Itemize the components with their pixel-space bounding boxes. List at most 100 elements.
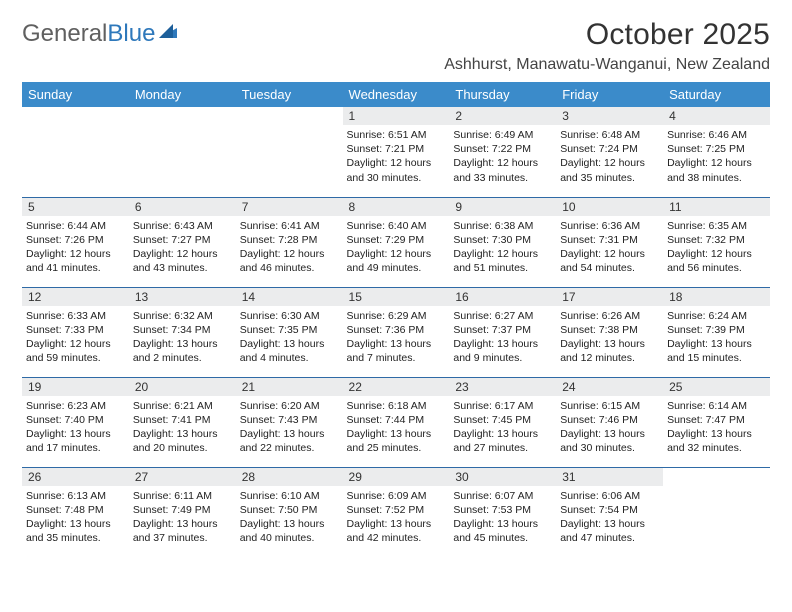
logo: GeneralBlue	[22, 20, 179, 48]
day-number: 8	[343, 198, 450, 216]
sunset-text: Sunset: 7:25 PM	[667, 142, 766, 156]
logo-text-blue: Blue	[107, 20, 155, 48]
sunrise-text: Sunrise: 6:51 AM	[347, 128, 446, 142]
sunrise-text: Sunrise: 6:17 AM	[453, 399, 552, 413]
day-number: 31	[556, 468, 663, 486]
calendar-week-row: 5 Sunrise: 6:44 AMSunset: 7:26 PM Daylight…	[22, 197, 770, 287]
day-number: 6	[129, 198, 236, 216]
calendar-day-cell: 21Sunrise: 6:20 AMSunset: 7:43 PMDayligh…	[236, 377, 343, 467]
day-number: 12	[22, 288, 129, 306]
sunrise-text: Sunrise: 6:43 AM	[133, 219, 232, 233]
calendar-day-cell: 13Sunrise: 6:32 AMSunset: 7:34 PMDayligh…	[129, 287, 236, 377]
daylight-text: Daylight: 13 hours and 9 minutes.	[453, 337, 552, 365]
calendar-week-row: 12Sunrise: 6:33 AMSunset: 7:33 PMDayligh…	[22, 287, 770, 377]
daylight-text: Daylight: 13 hours and 47 minutes.	[560, 517, 659, 545]
sunset-text: Sunset: 7:43 PM	[240, 413, 339, 427]
logo-text-general: General	[22, 20, 107, 48]
daylight-text: Daylight: 13 hours and 42 minutes.	[347, 517, 446, 545]
sunrise-text: Sunrise: 6:46 AM	[667, 128, 766, 142]
calendar-day-cell: 30Sunrise: 6:07 AMSunset: 7:53 PMDayligh…	[449, 467, 556, 557]
calendar-day-cell: 24Sunrise: 6:15 AMSunset: 7:46 PMDayligh…	[556, 377, 663, 467]
daylight-text: Daylight: 12 hours and 56 minutes.	[667, 247, 766, 275]
sunset-text: Sunset: 7:39 PM	[667, 323, 766, 337]
sunrise-text: Sunrise: 6:13 AM	[26, 489, 125, 503]
daylight-text: Daylight: 13 hours and 12 minutes.	[560, 337, 659, 365]
daylight-text: Daylight: 13 hours and 27 minutes.	[453, 427, 552, 455]
sunrise-text: Sunrise: 6:24 AM	[667, 309, 766, 323]
sunset-text: Sunset: 7:46 PM	[560, 413, 659, 427]
calendar-day-cell: 16Sunrise: 6:27 AMSunset: 7:37 PMDayligh…	[449, 287, 556, 377]
calendar-day-cell: 3Sunrise: 6:48 AMSunset: 7:24 PMDaylight…	[556, 107, 663, 197]
sunset-text: Sunset: 7:48 PM	[26, 503, 125, 517]
sunrise-text: Sunrise: 6:21 AM	[133, 399, 232, 413]
sunset-text: Sunset: 7:49 PM	[133, 503, 232, 517]
calendar-day-cell: 25Sunrise: 6:14 AMSunset: 7:47 PMDayligh…	[663, 377, 770, 467]
title-block: October 2025 Ashhurst, Manawatu-Wanganui…	[444, 18, 770, 74]
day-number: 26	[22, 468, 129, 486]
calendar-day-cell: 19Sunrise: 6:23 AMSunset: 7:40 PMDayligh…	[22, 377, 129, 467]
calendar-day-cell: 4Sunrise: 6:46 AMSunset: 7:25 PMDaylight…	[663, 107, 770, 197]
sunrise-text: Sunrise: 6:48 AM	[560, 128, 659, 142]
sunrise-text: Sunrise: 6:18 AM	[347, 399, 446, 413]
weekday-header: Friday	[556, 82, 663, 107]
sunset-text: Sunset: 7:32 PM	[667, 233, 766, 247]
daylight-text: Daylight: 12 hours and 54 minutes.	[560, 247, 659, 275]
sunset-text: Sunset: 7:22 PM	[453, 142, 552, 156]
daylight-text: Daylight: 13 hours and 4 minutes.	[240, 337, 339, 365]
sunset-text: Sunset: 7:37 PM	[453, 323, 552, 337]
calendar-table: Sunday Monday Tuesday Wednesday Thursday…	[22, 82, 770, 557]
calendar-day-cell	[129, 107, 236, 197]
sunrise-text: Sunrise: 6:20 AM	[240, 399, 339, 413]
weekday-header: Wednesday	[343, 82, 450, 107]
location-subtitle: Ashhurst, Manawatu-Wanganui, New Zealand	[444, 56, 770, 74]
day-number: 18	[663, 288, 770, 306]
day-number: 10	[556, 198, 663, 216]
logo-sail-icon	[157, 19, 179, 47]
calendar-day-cell: 31Sunrise: 6:06 AMSunset: 7:54 PMDayligh…	[556, 467, 663, 557]
sunrise-text: Sunrise: 6:32 AM	[133, 309, 232, 323]
day-number: 2	[449, 107, 556, 125]
sunrise-text: Sunrise: 6:33 AM	[26, 309, 125, 323]
calendar-day-cell: 23Sunrise: 6:17 AMSunset: 7:45 PMDayligh…	[449, 377, 556, 467]
sunset-text: Sunset: 7:50 PM	[240, 503, 339, 517]
calendar-day-cell: 11Sunrise: 6:35 AMSunset: 7:32 PMDayligh…	[663, 197, 770, 287]
calendar-day-cell: 27Sunrise: 6:11 AMSunset: 7:49 PMDayligh…	[129, 467, 236, 557]
daylight-text: Daylight: 12 hours and 49 minutes.	[347, 247, 446, 275]
weekday-header: Saturday	[663, 82, 770, 107]
daylight-text: Daylight: 12 hours and 30 minutes.	[347, 156, 446, 184]
sunrise-text: Sunrise: 6:36 AM	[560, 219, 659, 233]
sunrise-text: Sunrise: 6:44 AM	[26, 219, 125, 233]
day-number: 20	[129, 378, 236, 396]
sunrise-text: Sunrise: 6:10 AM	[240, 489, 339, 503]
calendar-day-cell	[663, 467, 770, 557]
page-header: GeneralBlue October 2025 Ashhurst, Manaw…	[22, 18, 770, 74]
day-number: 5	[22, 198, 129, 216]
daylight-text: Daylight: 12 hours and 33 minutes.	[453, 156, 552, 184]
sunset-text: Sunset: 7:36 PM	[347, 323, 446, 337]
day-number: 3	[556, 107, 663, 125]
daylight-text: Daylight: 13 hours and 2 minutes.	[133, 337, 232, 365]
day-number: 27	[129, 468, 236, 486]
day-number: 29	[343, 468, 450, 486]
weekday-header: Tuesday	[236, 82, 343, 107]
calendar-day-cell: 12Sunrise: 6:33 AMSunset: 7:33 PMDayligh…	[22, 287, 129, 377]
sunrise-text: Sunrise: 6:30 AM	[240, 309, 339, 323]
weekday-header-row: Sunday Monday Tuesday Wednesday Thursday…	[22, 82, 770, 107]
sunset-text: Sunset: 7:34 PM	[133, 323, 232, 337]
sunset-text: Sunset: 7:38 PM	[560, 323, 659, 337]
calendar-day-cell: 17Sunrise: 6:26 AMSunset: 7:38 PMDayligh…	[556, 287, 663, 377]
daylight-text: Daylight: 12 hours and 59 minutes.	[26, 337, 125, 365]
day-number: 30	[449, 468, 556, 486]
calendar-day-cell: 28Sunrise: 6:10 AMSunset: 7:50 PMDayligh…	[236, 467, 343, 557]
sunset-text: Sunset: 7:29 PM	[347, 233, 446, 247]
weekday-header: Sunday	[22, 82, 129, 107]
calendar-day-cell: 29Sunrise: 6:09 AMSunset: 7:52 PMDayligh…	[343, 467, 450, 557]
sunset-text: Sunset: 7:47 PM	[667, 413, 766, 427]
daylight-text: Daylight: 13 hours and 7 minutes.	[347, 337, 446, 365]
month-title: October 2025	[444, 18, 770, 52]
day-number: 4	[663, 107, 770, 125]
calendar-day-cell: 9Sunrise: 6:38 AMSunset: 7:30 PMDaylight…	[449, 197, 556, 287]
daylight-text: Daylight: 12 hours and 43 minutes.	[133, 247, 232, 275]
day-number: 14	[236, 288, 343, 306]
sunset-text: Sunset: 7:26 PM	[26, 233, 125, 247]
